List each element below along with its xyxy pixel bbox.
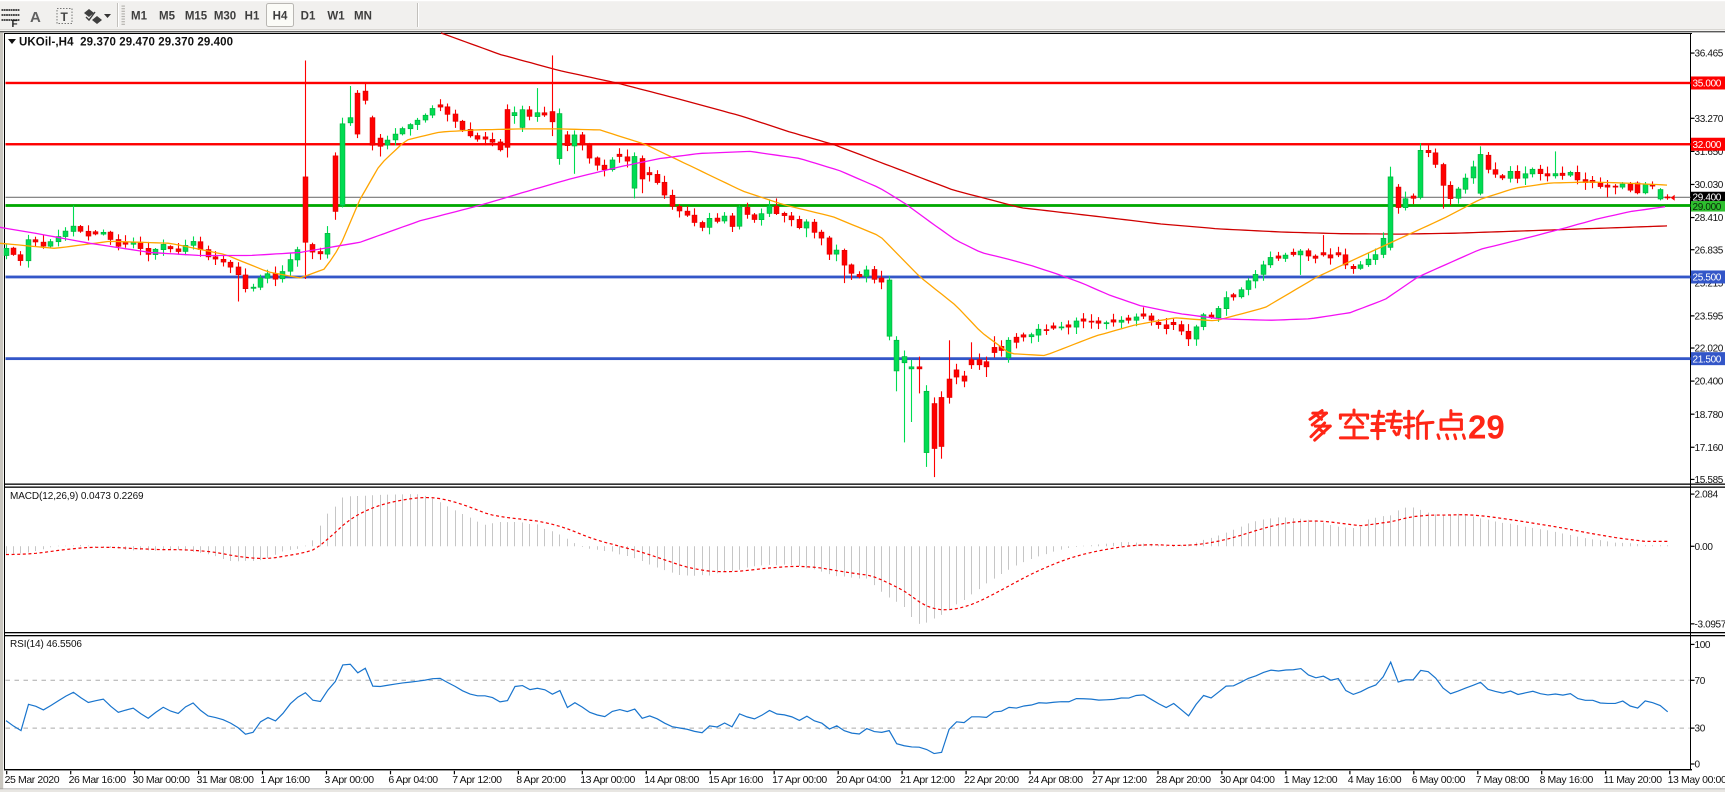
svg-text:8 May 16:00: 8 May 16:00: [1540, 774, 1594, 786]
svg-text:15.585: 15.585: [1695, 475, 1724, 486]
svg-text:28.410: 28.410: [1695, 213, 1724, 224]
svg-text:22 Apr 20:00: 22 Apr 20:00: [964, 774, 1019, 786]
svg-text:4 May 16:00: 4 May 16:00: [1348, 774, 1402, 786]
svg-text:UKOil-,H4 29.370 29.470 29.37: UKOil-,H4 29.370 29.470 29.370 29.400: [19, 37, 233, 49]
svg-text:29.000: 29.000: [1693, 202, 1722, 213]
svg-text:70: 70: [1695, 676, 1706, 687]
svg-text:23.595: 23.595: [1695, 311, 1724, 322]
svg-text:M30: M30: [214, 11, 236, 23]
svg-text:MN: MN: [354, 11, 372, 23]
svg-text:25 Mar 2020: 25 Mar 2020: [5, 774, 60, 786]
svg-text:29.400: 29.400: [1693, 193, 1722, 204]
svg-text:30 Apr 04:00: 30 Apr 04:00: [1220, 774, 1275, 786]
svg-text:A: A: [30, 9, 41, 26]
svg-text:6 May 00:00: 6 May 00:00: [1412, 774, 1466, 786]
svg-text:21 Apr 12:00: 21 Apr 12:00: [900, 774, 955, 786]
svg-text:RSI(14) 46.5506: RSI(14) 46.5506: [10, 639, 82, 650]
svg-text:7 May 08:00: 7 May 08:00: [1476, 774, 1530, 786]
svg-text:22.020: 22.020: [1695, 344, 1724, 355]
svg-text:8 Apr 20:00: 8 Apr 20:00: [516, 774, 566, 786]
svg-text:30.030: 30.030: [1695, 180, 1724, 191]
svg-text:3 Apr 00:00: 3 Apr 00:00: [324, 774, 374, 786]
svg-text:20 Apr 04:00: 20 Apr 04:00: [836, 774, 891, 786]
svg-text:-3.0957: -3.0957: [1695, 619, 1725, 630]
svg-text:32.000: 32.000: [1693, 140, 1722, 151]
svg-text:24 Apr 08:00: 24 Apr 08:00: [1028, 774, 1083, 786]
svg-text:30: 30: [1695, 724, 1706, 735]
svg-text:13 Apr 00:00: 13 Apr 00:00: [580, 774, 635, 786]
svg-text:29: 29: [1468, 409, 1505, 446]
svg-text:H4: H4: [273, 11, 288, 23]
svg-text:1 Apr 16:00: 1 Apr 16:00: [260, 774, 310, 786]
svg-text:F: F: [12, 19, 18, 30]
svg-text:30 Mar 00:00: 30 Mar 00:00: [133, 774, 191, 786]
svg-text:MACD(12,26,9) 0.0473 0.2269: MACD(12,26,9) 0.0473 0.2269: [10, 491, 144, 502]
svg-text:31 Mar 08:00: 31 Mar 08:00: [197, 774, 255, 786]
svg-text:2.084: 2.084: [1695, 490, 1719, 501]
svg-text:27 Apr 12:00: 27 Apr 12:00: [1092, 774, 1147, 786]
svg-text:M1: M1: [131, 11, 148, 23]
svg-text:35.000: 35.000: [1693, 79, 1722, 90]
svg-text:15 Apr 16:00: 15 Apr 16:00: [708, 774, 763, 786]
svg-text:1 May 12:00: 1 May 12:00: [1284, 774, 1338, 786]
svg-text:100: 100: [1695, 640, 1711, 651]
svg-text:0: 0: [1695, 760, 1701, 771]
svg-text:25.500: 25.500: [1693, 273, 1722, 284]
svg-text:26 Mar 16:00: 26 Mar 16:00: [69, 774, 127, 786]
svg-text:M5: M5: [159, 11, 176, 23]
svg-text:18.780: 18.780: [1695, 410, 1724, 421]
svg-text:28 Apr 20:00: 28 Apr 20:00: [1156, 774, 1211, 786]
svg-text:17.160: 17.160: [1695, 443, 1724, 454]
svg-text:0.00: 0.00: [1695, 542, 1714, 553]
svg-text:14 Apr 08:00: 14 Apr 08:00: [644, 774, 699, 786]
svg-text:31.650: 31.650: [1695, 147, 1724, 158]
svg-text:W1: W1: [327, 11, 345, 23]
svg-text:7 Apr 12:00: 7 Apr 12:00: [452, 774, 502, 786]
svg-text:M15: M15: [185, 11, 208, 23]
svg-text:21.500: 21.500: [1693, 354, 1722, 365]
svg-text:D1: D1: [301, 11, 316, 23]
svg-text:25.215: 25.215: [1695, 278, 1724, 289]
svg-text:T: T: [61, 10, 69, 24]
svg-text:11 May 20:00: 11 May 20:00: [1604, 774, 1663, 786]
svg-text:36.465: 36.465: [1695, 49, 1724, 60]
svg-text:17 Apr 00:00: 17 Apr 00:00: [772, 774, 827, 786]
svg-text:H1: H1: [245, 11, 260, 23]
svg-text:6 Apr 04:00: 6 Apr 04:00: [388, 774, 438, 786]
svg-text:33.270: 33.270: [1695, 114, 1724, 125]
svg-text:26.835: 26.835: [1695, 245, 1724, 256]
svg-text:20.400: 20.400: [1695, 377, 1724, 388]
svg-text:13 May 00:00: 13 May 00:00: [1668, 774, 1725, 786]
